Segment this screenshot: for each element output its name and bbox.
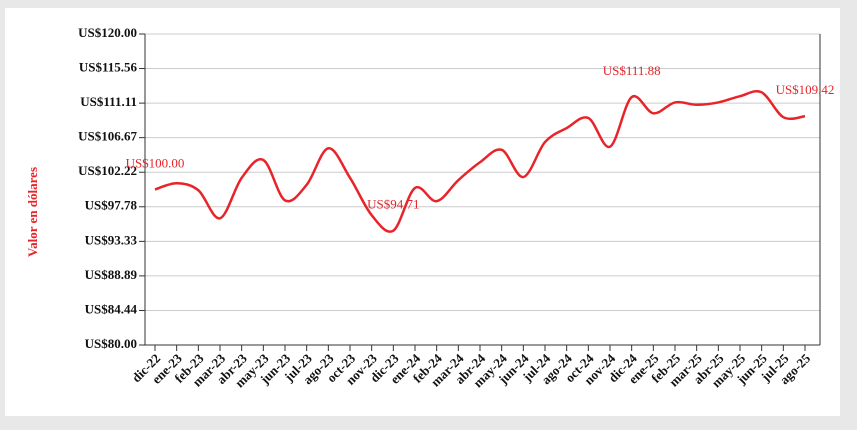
y-tick-label: US$115.56 (79, 60, 138, 75)
value-label: US$100.00 (126, 155, 185, 170)
y-tick-label: US$120.00 (78, 25, 137, 40)
y-tick-label: US$84.44 (85, 301, 138, 316)
y-tick-label: US$80.00 (85, 336, 137, 351)
y-tick-label: US$88.89 (85, 267, 138, 282)
line (154, 89, 806, 233)
y-tick-label: US$97.78 (85, 198, 138, 213)
y-tick-label: US$102.22 (78, 163, 137, 178)
value-label: US$94.71 (367, 197, 419, 212)
panel (5, 8, 840, 416)
value-label: US$111.88 (603, 63, 661, 78)
y-axis-label: Valor en dólares (25, 167, 40, 257)
y-tick-label: US$106.67 (78, 129, 137, 144)
value-label: US$109.42 (776, 82, 835, 97)
y-tick-label: US$93.33 (85, 232, 138, 247)
y-tick-label: US$111.11 (80, 94, 137, 109)
